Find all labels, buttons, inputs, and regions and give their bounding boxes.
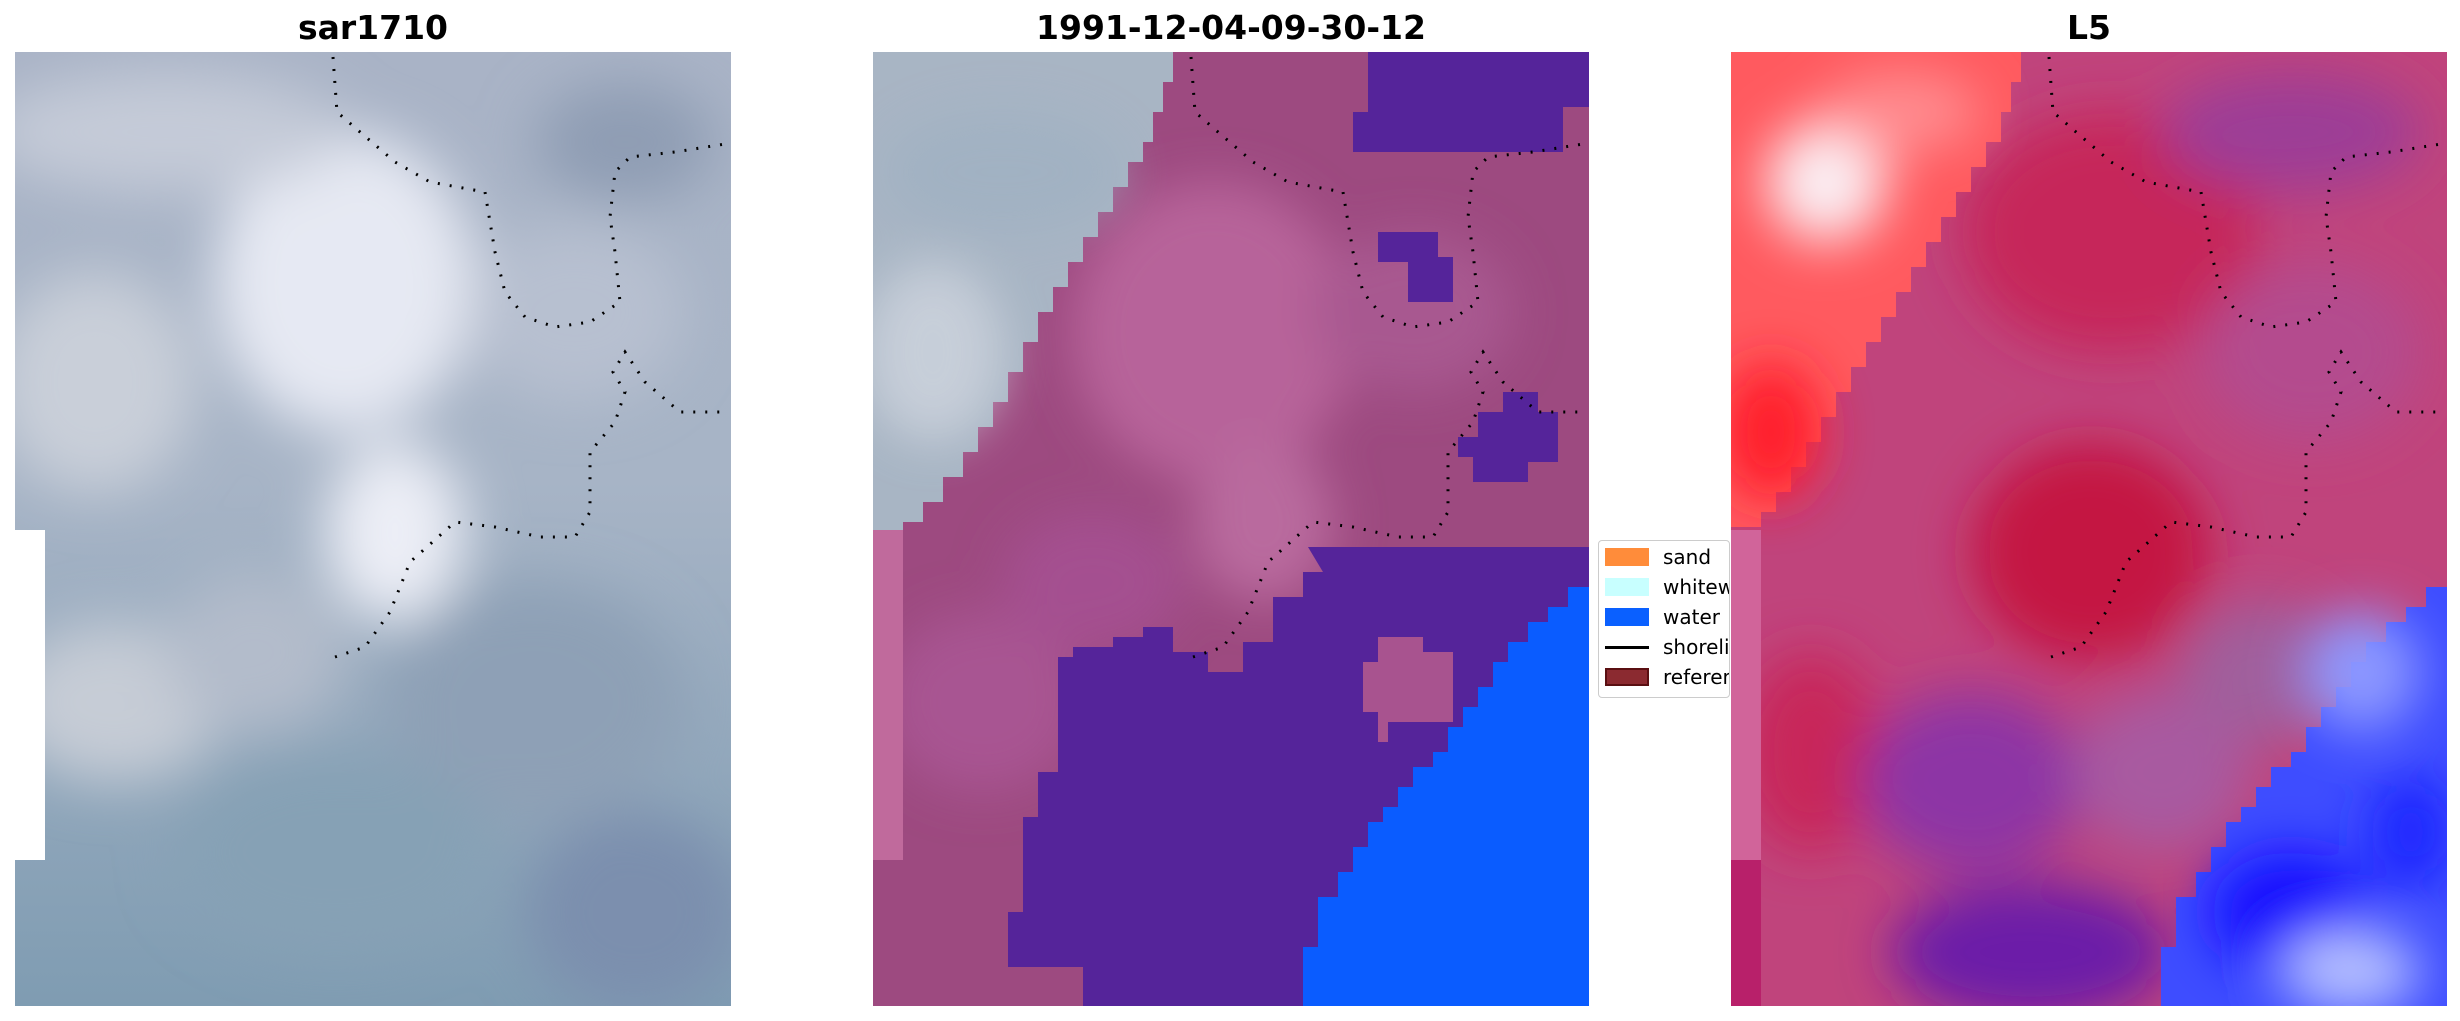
cloud-texture: [15, 72, 731, 1006]
panel-title-left: sar1710: [297, 8, 449, 47]
satellite-image: [15, 52, 731, 1006]
water-class-area: [1303, 587, 1589, 1006]
legend-label: water: [1663, 605, 1720, 629]
sand-swatch: [1605, 548, 1649, 566]
legend-label: reference: [1663, 665, 1729, 689]
l5-panel: [1731, 52, 2447, 1006]
legend-item-reference: reference: [1605, 665, 1729, 689]
shoreline-line-swatch: [1605, 645, 1649, 649]
water-swatch: [1605, 608, 1649, 626]
shoreline-overlay: [1189, 56, 1584, 659]
classification-panel: [873, 52, 1589, 1006]
classified-image: [873, 52, 1589, 1006]
legend-label: sand: [1663, 545, 1712, 569]
reference-swatch: [1605, 668, 1649, 686]
legend-label: shoreline: [1663, 635, 1730, 659]
panel-title-right: L5: [2067, 8, 2111, 47]
panel-title-middle: 1991-12-04-09-30-12: [1036, 8, 1426, 47]
no-data-strip: [15, 530, 45, 860]
whitewater-swatch: [1605, 578, 1649, 596]
l5-image: [1731, 52, 2447, 1006]
shoreline-overlay: [2047, 56, 2442, 659]
shoreline-overlay: [331, 56, 726, 659]
legend-item-sand: sand: [1605, 545, 1711, 569]
legend-item-shoreline: shoreline: [1605, 635, 1730, 659]
satellite-image-panel: [15, 52, 731, 1006]
legend-item-water: water: [1605, 605, 1720, 629]
